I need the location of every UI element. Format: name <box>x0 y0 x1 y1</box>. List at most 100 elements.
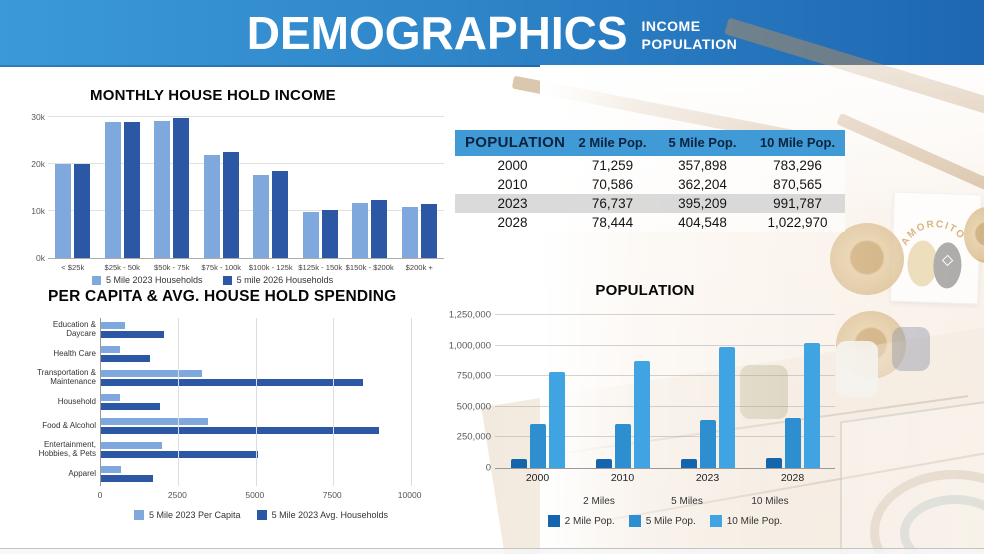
legend-label: 10 Mile Pop. <box>726 515 783 527</box>
gridline <box>495 405 835 407</box>
income-chart-plot <box>48 110 444 259</box>
legend-swatch <box>92 275 101 285</box>
legend-label: 5 mile 2026 Households <box>236 275 334 285</box>
spending-category-axis: Education & Daycare Health Care Transporta… <box>30 318 96 486</box>
x-tick-label: 2000 <box>525 472 550 484</box>
bar <box>101 322 126 329</box>
bar <box>253 174 270 258</box>
bar <box>101 346 121 353</box>
category-label: Education & Daycare <box>52 320 96 338</box>
x-tick-label: $75k - 100k <box>201 263 242 272</box>
distance-label: 2 Miles <box>583 496 615 507</box>
y-tick-label: 1,250,000 <box>448 309 491 321</box>
bar-group <box>147 110 197 258</box>
table-row-year: 2023 <box>455 194 570 213</box>
header-banner: DEMOGRAPHICS INCOME POPULATION <box>0 0 984 67</box>
legend-label: 5 Mile Pop. <box>645 515 696 527</box>
table-header-cell: 2 Mile Pop. <box>570 130 655 156</box>
income-legend: 5 Mile 2023 Households 5 mile 2026 Househ… <box>92 275 333 285</box>
y-tick-label: 10k <box>31 206 45 217</box>
table-header-cell: POPULATION <box>455 130 570 156</box>
bar <box>803 342 820 468</box>
bar <box>529 424 546 468</box>
bar <box>101 370 202 377</box>
table-cell: 76,737 <box>570 194 655 213</box>
bar <box>718 346 735 468</box>
spending-legend: 5 Mile 2023 Per Capita 5 Mile 2023 Avg. H… <box>100 510 422 520</box>
spending-chart: PER CAPITA & AVG. HOUSE HOLD SPENDING Ed… <box>30 288 454 546</box>
bar-group <box>197 110 247 258</box>
population-table: POPULATION 2 Mile Pop. 5 Mile Pop. 10 Mile … <box>455 130 845 232</box>
population-chart-plot <box>495 314 835 469</box>
x-tick-label: $125k - 150k <box>298 263 343 272</box>
category-label: Entertainment, Hobbies, & Pets <box>38 440 96 458</box>
bar-group <box>48 110 98 258</box>
rug-pattern <box>870 470 984 554</box>
bar <box>352 203 369 258</box>
straw-hat <box>830 223 904 295</box>
table-cell: 362,204 <box>655 175 750 194</box>
bar-group <box>296 110 346 258</box>
category-label: Household <box>57 396 96 406</box>
bar <box>101 394 121 401</box>
bar <box>272 171 289 258</box>
bar <box>420 204 437 258</box>
category-label: Food & Alcohol <box>42 420 96 430</box>
category-label: Transportation & Maintenance <box>37 368 96 386</box>
y-tick-label: 500,000 <box>456 401 491 413</box>
straw-hat <box>964 207 984 263</box>
gridline <box>495 436 835 438</box>
gridline <box>48 116 444 118</box>
legend-label: 5 Mile 2023 Avg. Households <box>271 510 388 520</box>
x-tick-label: $150k - $200k <box>345 263 394 272</box>
header-subtitle-income: INCOME <box>641 18 701 34</box>
bar <box>101 403 161 410</box>
bar <box>101 427 380 434</box>
bar-group <box>101 390 423 414</box>
slide-footer-divider <box>0 548 984 554</box>
bar <box>104 122 121 258</box>
legend-label: 2 Mile Pop. <box>564 515 615 527</box>
table-cell: 991,787 <box>750 194 845 213</box>
table-cell: 70,586 <box>570 175 655 194</box>
legend-item: 5 Mile Pop. <box>628 515 696 527</box>
header-subtitle: INCOME POPULATION <box>642 12 738 53</box>
gridline <box>410 318 412 486</box>
y-tick-label: 30k <box>31 112 45 123</box>
x-tick-label: $50k - 75k <box>154 263 190 272</box>
table-cell: 1,022,970 <box>750 213 845 232</box>
bar-group <box>395 110 445 258</box>
x-tick-label: 7500 <box>322 490 342 500</box>
legend-swatch <box>222 275 232 285</box>
spending-x-axis: 0 2500 5000 7500 10000 <box>98 490 422 502</box>
y-tick-label: 20k <box>31 159 45 170</box>
legend-swatch <box>709 515 722 527</box>
x-tick-label: < $25k <box>61 263 85 272</box>
category-label: Health Care <box>53 348 96 358</box>
gridline <box>255 318 257 486</box>
bar <box>680 458 697 468</box>
bar-group <box>98 110 148 258</box>
table-cell: 783,296 <box>750 156 845 175</box>
bar <box>101 379 363 386</box>
bar <box>614 423 631 468</box>
table-row-year: 2000 <box>455 156 570 175</box>
bar <box>173 118 190 258</box>
x-tick-label: 2023 <box>695 472 720 484</box>
bar <box>101 442 162 449</box>
table-cell: 357,898 <box>655 156 750 175</box>
bar-group <box>345 110 395 258</box>
y-tick-label: 0 <box>485 462 491 474</box>
x-tick-label: 5000 <box>245 490 265 500</box>
gridline <box>178 318 180 486</box>
gridline <box>495 314 835 315</box>
legend-item: 5 Mile 2023 Avg. Households <box>256 510 388 520</box>
gridline <box>48 163 444 165</box>
legend-swatch <box>547 515 560 527</box>
spending-bar-rows <box>101 318 423 486</box>
bar <box>765 458 782 468</box>
header-subtitle-population: POPULATION <box>641 35 738 52</box>
x-tick-label: $200k + <box>405 263 433 272</box>
bar <box>699 419 716 468</box>
population-chart: POPULATION 0 250,000 500,000 750,000 1,000,0… <box>445 282 845 544</box>
